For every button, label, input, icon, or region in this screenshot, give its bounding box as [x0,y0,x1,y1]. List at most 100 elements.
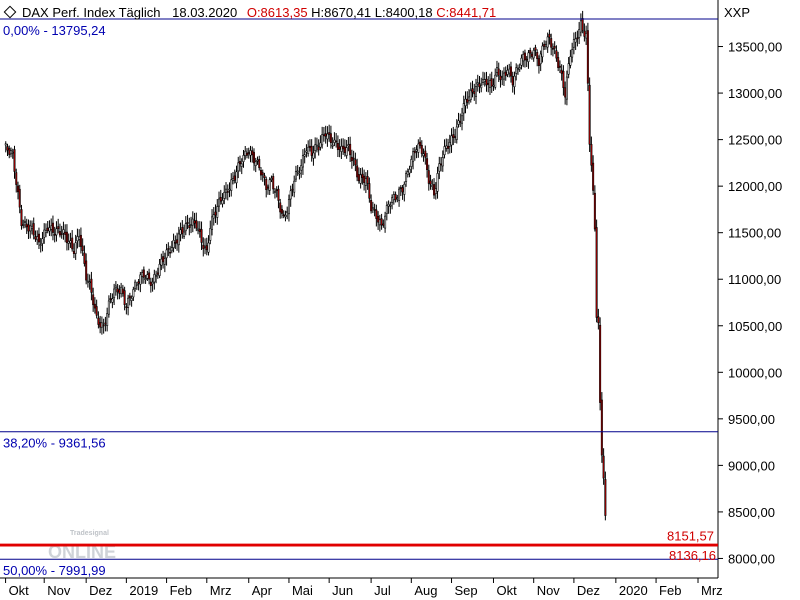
candle-body [441,157,444,167]
candle [488,73,491,96]
candle-body [32,223,35,236]
candle [474,78,477,105]
candle-body [387,203,390,207]
candle [254,157,257,173]
candle [125,303,128,315]
candle-body [86,280,89,283]
candle [513,71,516,95]
candle [240,158,243,175]
candle-body [516,68,519,71]
candle [352,150,355,167]
candle [165,243,168,266]
candle [384,211,387,233]
candle-body [69,240,72,244]
candle-body [557,57,560,69]
candle-body [76,236,79,242]
candle [279,198,282,219]
candle-body [296,170,299,173]
candle [162,250,165,269]
candle [130,295,133,307]
candle-body [555,50,558,59]
candle-body [67,241,70,244]
candle [468,89,471,105]
candle [550,33,553,56]
candle [83,245,86,267]
candle-body [382,223,385,226]
candle-body [120,286,123,295]
candle [314,137,317,159]
candle [153,269,156,290]
candle-body [469,90,472,101]
candle-body [88,281,91,284]
candle-body [252,152,255,164]
candle [55,221,58,242]
candle [109,293,112,304]
candle [50,218,53,237]
candle [595,219,598,323]
candle [48,220,51,236]
candle [57,218,60,234]
candle [242,149,245,168]
candle [29,220,32,239]
candle-body [604,479,607,516]
candle [121,284,124,297]
candle [291,183,294,197]
candle-body [525,58,528,61]
y-tick-label: 11000,00 [728,272,781,287]
candle-body [310,145,313,156]
candle-body [232,178,235,181]
candle [378,214,381,232]
x-tick-label: Jul [374,583,391,598]
candle-body [471,88,474,93]
candle [441,150,444,172]
candle-body [599,324,602,403]
candle [602,448,605,485]
candle [275,186,278,198]
candle [558,60,561,73]
candle-body [237,162,240,172]
candle-body [509,66,512,77]
candle-body [254,161,257,166]
candle [340,138,343,160]
candle-body [326,133,329,140]
x-tick-label: Dez [89,583,112,598]
candle [502,67,505,86]
candle [427,164,430,191]
candle-body [349,143,352,156]
candle-body [322,134,325,137]
candle-body [183,231,186,237]
diamond-icon[interactable] [3,5,17,19]
candle [387,200,390,214]
candle-body [225,188,228,193]
candle-body [541,45,544,58]
candle-body [39,244,42,246]
candle [523,49,526,68]
y-tick-label: 8000,00 [728,551,775,566]
candle-body [490,78,493,87]
candle-body [261,172,264,176]
candle [546,32,549,53]
candle [455,119,458,144]
candle [176,232,179,251]
candle [392,191,395,205]
candle-body [211,216,214,230]
candle-body [247,152,250,154]
candle-body [273,191,276,193]
candle [251,146,254,163]
candle [574,31,577,51]
candle [230,173,233,197]
right-axis-label: XXP [724,5,750,20]
candle-body [431,185,434,187]
candle [429,174,432,190]
candle [78,229,81,248]
candle [509,61,512,83]
candle [207,235,210,256]
candle-body [415,149,418,152]
candle-body [361,173,364,178]
candle [263,172,266,186]
candle [169,245,172,258]
candle-body [315,144,318,147]
candle-body [445,145,448,149]
candle-body [464,98,467,106]
